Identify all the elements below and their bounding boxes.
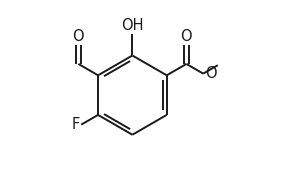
Text: O: O <box>205 66 217 81</box>
Text: O: O <box>73 29 84 44</box>
Text: OH: OH <box>121 18 144 33</box>
Text: F: F <box>72 117 80 132</box>
Text: O: O <box>181 29 192 44</box>
